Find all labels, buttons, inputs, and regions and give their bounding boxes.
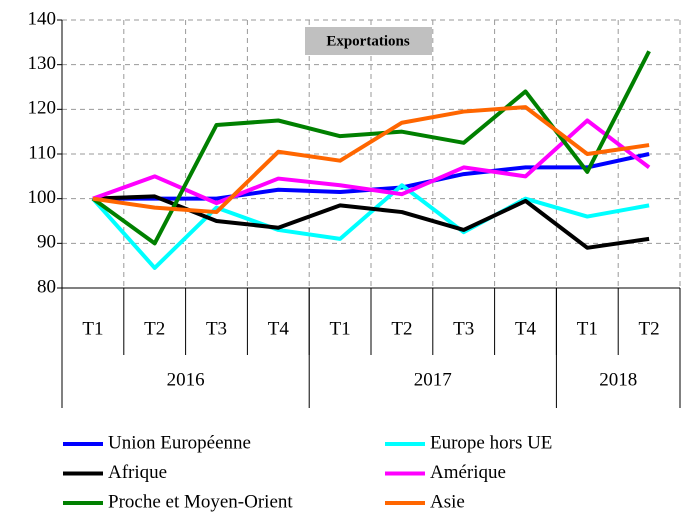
x-tick-label: T1 (577, 318, 598, 339)
legend-label: Union Européenne (108, 432, 251, 453)
y-tick-label: 120 (28, 98, 57, 119)
legend-label: Afrique (108, 462, 167, 483)
x-tick-label: T2 (144, 318, 165, 339)
x-tick-label: T4 (268, 318, 290, 339)
x-tick-label: T2 (391, 318, 412, 339)
x-tick-label: T2 (639, 318, 660, 339)
series-line (91, 183, 650, 270)
y-tick-label: 110 (28, 142, 56, 163)
legend-label: Amérique (430, 462, 506, 483)
series-line (92, 118, 651, 206)
chart-title: Exportations (326, 33, 410, 49)
y-tick-label: 80 (37, 276, 56, 297)
group-label: 2016 (167, 369, 205, 390)
y-tick-label: 140 (28, 8, 57, 29)
y-tick-label: 130 (28, 53, 57, 74)
x-tick-label: T3 (206, 318, 227, 339)
x-tick-label: T3 (453, 318, 474, 339)
y-tick-label: 100 (28, 187, 57, 208)
legend-label: Proche et Moyen-Orient (108, 491, 293, 512)
series-line (92, 105, 650, 215)
title-box (305, 27, 432, 55)
legend-label: Europe hors UE (430, 432, 552, 453)
x-tick-label: T4 (515, 318, 537, 339)
x-tick-label: T1 (82, 318, 103, 339)
x-tick-label: T1 (330, 318, 351, 339)
group-label: 2018 (599, 369, 637, 390)
group-label: 2017 (414, 369, 452, 390)
y-tick-label: 90 (37, 232, 56, 253)
legend-label: Asie (430, 491, 465, 512)
